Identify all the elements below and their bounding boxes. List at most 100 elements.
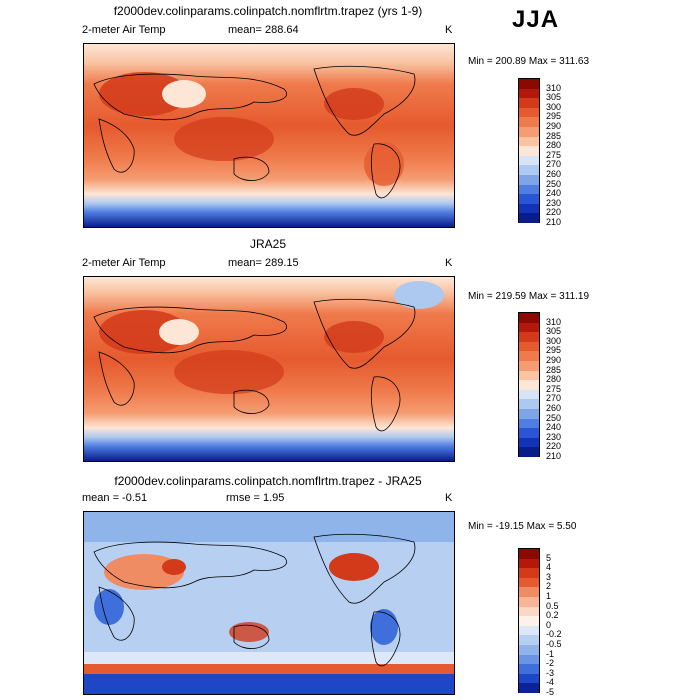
colorbar-swatch xyxy=(519,644,539,655)
panel-3-mean: mean = -0.51 xyxy=(82,492,148,504)
colorbar-swatch xyxy=(519,673,539,684)
colorbar-label: 4 xyxy=(546,562,552,573)
panel-2-mean: mean= 289.15 xyxy=(228,257,299,269)
colorbar-swatch xyxy=(519,341,539,352)
colorbar-label: 285 xyxy=(546,364,562,375)
colorbar-swatch xyxy=(519,98,539,108)
colorbar-swatch xyxy=(519,616,539,626)
colorbar-swatch xyxy=(519,380,539,390)
colorbar-swatch xyxy=(519,587,539,597)
panel-1-units: K xyxy=(445,24,453,36)
colorbar-swatch xyxy=(519,596,539,607)
colorbar-label: 270 xyxy=(546,159,562,170)
colorbar-swatch xyxy=(519,370,539,381)
panel-1-title: f2000dev.colinparams.colinpatch.nomflrtm… xyxy=(113,4,423,18)
colorbar-label: 300 xyxy=(546,335,562,346)
colorbar-label: 0.5 xyxy=(546,600,559,611)
colorbar-swatch xyxy=(519,664,539,674)
panel-3-difference-field xyxy=(84,512,454,694)
colorbar-label: 305 xyxy=(546,326,562,337)
panel-2-minmax: Min = 219.59 Max = 311.19 xyxy=(468,291,590,302)
panel-2-title: JRA25 xyxy=(249,237,287,251)
colorbar-label: 0 xyxy=(546,619,552,630)
panel-3-rmse: rmse = 1.95 xyxy=(226,492,285,504)
panel-3-colorbar-labels: 5 4 3 2 1 0.5 0.2 0 -0.2 -0.5 -1 -2 -3 -… xyxy=(546,548,586,697)
panel-2-colorbar-labels: 310 305 300 295 290 285 280 275 270 260 … xyxy=(546,312,586,461)
colorbar-label: -5 xyxy=(546,687,555,697)
colorbar-swatch xyxy=(519,136,539,147)
colorbar-swatch xyxy=(519,399,539,409)
colorbar-label: 250 xyxy=(546,412,562,423)
panel-2-map xyxy=(83,276,455,462)
panel-2-temperature-field xyxy=(84,277,454,461)
colorbar-swatch xyxy=(519,625,539,636)
colorbar-label: 295 xyxy=(546,111,562,122)
colorbar-label: 220 xyxy=(546,207,562,218)
colorbar-label: 240 xyxy=(546,188,562,199)
colorbar-swatch xyxy=(519,577,539,588)
colorbar-swatch xyxy=(519,635,539,645)
colorbar-label: 280 xyxy=(546,374,562,385)
colorbar-label: 300 xyxy=(546,101,562,112)
colorbar-label: 290 xyxy=(546,121,562,131)
panel-3-map xyxy=(83,511,455,695)
colorbar-label: 210 xyxy=(546,451,562,461)
colorbar-swatch xyxy=(519,447,539,457)
colorbar-label: 270 xyxy=(546,393,562,404)
colorbar-label: 275 xyxy=(546,149,562,160)
season-title: JJA xyxy=(512,6,560,33)
colorbar-swatch xyxy=(519,107,539,118)
colorbar-swatch xyxy=(519,568,539,578)
panel-2-colorbar xyxy=(518,312,540,457)
colorbar-label: -4 xyxy=(546,677,555,688)
panel-3-minmax: Min = -19.15 Max = 5.50 xyxy=(468,521,577,532)
colorbar-swatch xyxy=(519,322,539,333)
colorbar-label: 240 xyxy=(546,422,562,433)
colorbar-swatch xyxy=(519,558,539,569)
colorbar-label: -0.2 xyxy=(546,629,562,640)
colorbar-swatch xyxy=(519,408,539,419)
colorbar-label: 305 xyxy=(546,92,562,103)
colorbar-label: 280 xyxy=(546,140,562,151)
colorbar-swatch xyxy=(519,203,539,214)
panel-3-units: K xyxy=(445,492,453,504)
colorbar-swatch xyxy=(519,165,539,175)
colorbar-label: 285 xyxy=(546,130,562,141)
panel-3-colorbar xyxy=(518,548,540,693)
panel-1-mean: mean= 288.64 xyxy=(228,24,299,36)
colorbar-swatch xyxy=(519,88,539,99)
colorbar-label: 310 xyxy=(546,82,562,93)
colorbar-swatch xyxy=(519,389,539,400)
colorbar-swatch xyxy=(519,194,539,204)
panel-3-title: f2000dev.colinparams.colinpatch.nomflrtm… xyxy=(114,474,422,488)
panel-1-temperature-field xyxy=(84,44,454,227)
colorbar-swatch xyxy=(519,428,539,438)
colorbar-swatch xyxy=(519,351,539,361)
colorbar-swatch xyxy=(519,418,539,429)
panel-1-minmax: Min = 200.89 Max = 311.63 xyxy=(468,56,590,67)
colorbar-swatch xyxy=(519,155,539,166)
colorbar-label: 1 xyxy=(546,591,552,601)
colorbar-swatch xyxy=(519,332,539,342)
colorbar-label: 0.2 xyxy=(546,610,559,621)
colorbar-label: 5 xyxy=(546,552,552,563)
colorbar-label: 295 xyxy=(546,345,562,356)
colorbar-swatch xyxy=(519,117,539,127)
colorbar-swatch xyxy=(519,437,539,448)
colorbar-swatch xyxy=(519,79,539,89)
colorbar-swatch xyxy=(519,606,539,617)
panel-1-colorbar-labels: 310 305 300 295 290 285 280 275 270 260 … xyxy=(546,78,586,227)
panel-1-colorbar xyxy=(518,78,540,223)
colorbar-label: 250 xyxy=(546,178,562,189)
colorbar-label: 230 xyxy=(546,431,562,442)
colorbar-swatch xyxy=(519,549,539,559)
colorbar-label: -3 xyxy=(546,667,555,678)
colorbar-label: 210 xyxy=(546,217,562,227)
panel-1-variable-label: 2-meter Air Temp xyxy=(82,24,166,36)
colorbar-swatch xyxy=(519,184,539,195)
colorbar-swatch xyxy=(519,683,539,693)
colorbar-label: -0.5 xyxy=(546,639,562,649)
colorbar-label: 310 xyxy=(546,316,562,327)
colorbar-label: 290 xyxy=(546,355,562,365)
colorbar-swatch xyxy=(519,174,539,185)
